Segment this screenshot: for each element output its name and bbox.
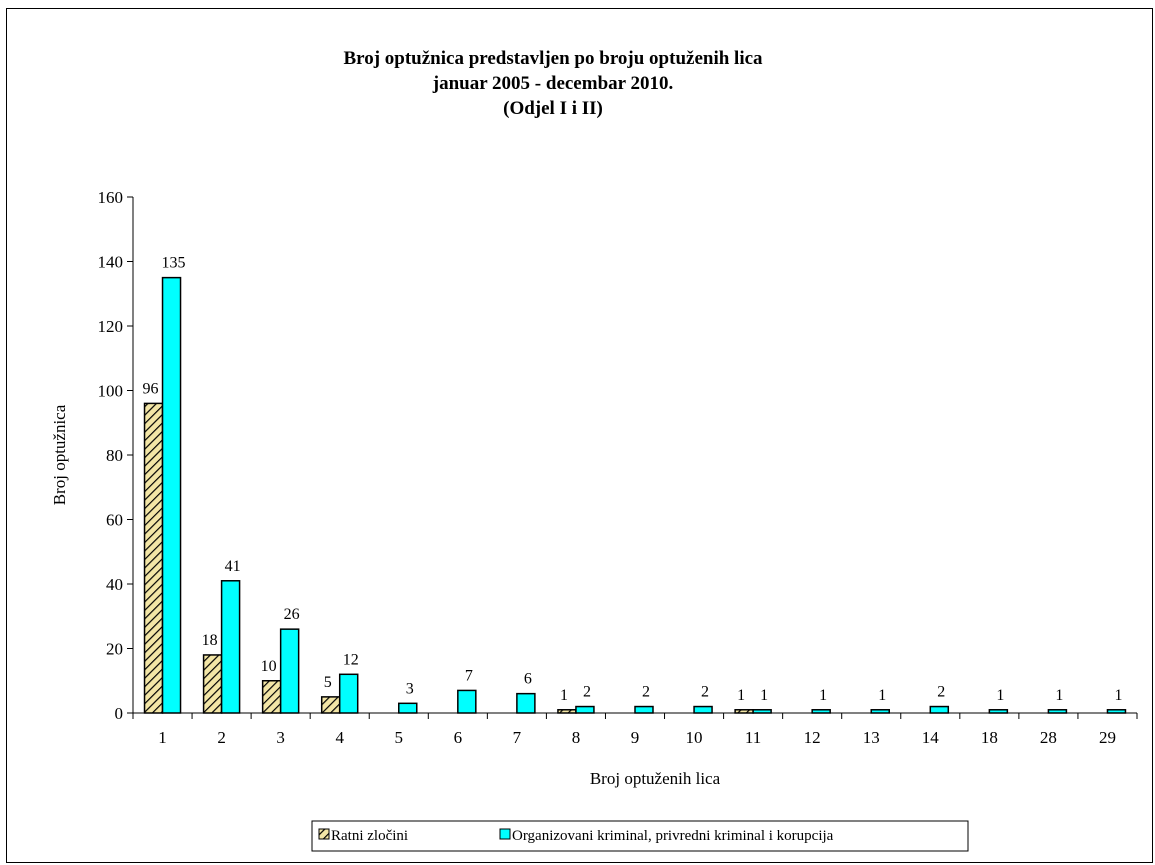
- x-tick-label: 28: [1040, 728, 1057, 747]
- y-tick-label: 20: [106, 640, 123, 659]
- data-label: 1: [1114, 687, 1122, 704]
- legend: Ratni zločini Organizovani kriminal, pri…: [311, 820, 969, 852]
- legend-swatch-ratni: [318, 828, 330, 840]
- data-label: 1: [760, 687, 768, 704]
- chart-title-line-1: Broj optužnica predstavljen po broju opt…: [343, 48, 763, 69]
- x-axis-ticks: 1 2 3 4 5 6 7 8 9 10 11 12 13 14 18 28 29: [132, 713, 1138, 747]
- bar-ratni-zlocini: [320, 696, 341, 714]
- bars: [143, 276, 1127, 714]
- x-tick-label: 6: [454, 728, 463, 747]
- x-tick-label: 13: [863, 728, 880, 747]
- data-label: 96: [143, 380, 159, 397]
- bar-organizovani-kriminal: [220, 580, 241, 714]
- x-tick-label: 18: [981, 728, 998, 747]
- x-tick-label: 3: [276, 728, 285, 747]
- data-label: 6: [524, 671, 532, 688]
- bar-ratni-zlocini: [261, 680, 282, 714]
- x-tick-label: 29: [1099, 728, 1116, 747]
- y-tick-label: 60: [106, 511, 123, 530]
- legend-box: [311, 820, 969, 852]
- chart: Broj optužnica predstavljen po broju opt…: [50, 48, 1138, 852]
- y-tick-label: 0: [115, 704, 124, 723]
- x-tick-label: 5: [395, 728, 404, 747]
- bar-ratni-zlocini: [202, 654, 223, 714]
- x-tick-label: 12: [804, 728, 821, 747]
- data-label: 1: [737, 687, 745, 704]
- x-tick-label: 4: [335, 728, 344, 747]
- data-label: 5: [324, 674, 332, 691]
- y-axis-ticks: 0 20 40 60 80 100 120 140 160: [98, 188, 133, 723]
- chart-title-line-3: (Odjel I i II): [503, 98, 603, 119]
- legend-label-ratni: Ratni zločini: [331, 828, 408, 844]
- chart-title: Broj optužnica predstavljen po broju opt…: [343, 48, 763, 119]
- data-label: 2: [937, 684, 945, 701]
- data-label: 1: [560, 687, 568, 704]
- bar-organizovani-kriminal: [575, 705, 595, 714]
- data-label: 7: [465, 667, 473, 684]
- y-tick-label: 80: [106, 446, 123, 465]
- data-label: 1: [878, 687, 886, 704]
- data-label: 135: [162, 255, 186, 272]
- data-label: 2: [701, 684, 709, 701]
- legend-swatch-organizovani: [499, 828, 511, 840]
- y-tick-label: 40: [106, 575, 123, 594]
- x-tick-label: 1: [158, 728, 167, 747]
- data-label: 18: [202, 632, 218, 649]
- bar-ratni-zlocini: [143, 402, 164, 714]
- data-label: 3: [406, 680, 414, 697]
- y-tick-label: 120: [98, 317, 124, 336]
- data-label: 2: [583, 684, 591, 701]
- chart-title-line-2: januar 2005 - decembar 2010.: [432, 73, 673, 94]
- data-label: 41: [225, 558, 241, 575]
- data-label: 1: [1055, 687, 1063, 704]
- x-tick-label: 14: [922, 728, 940, 747]
- x-tick-label: 2: [217, 728, 226, 747]
- y-tick-label: 100: [98, 382, 124, 401]
- bar-organizovani-kriminal: [634, 705, 654, 714]
- data-label: 1: [996, 687, 1004, 704]
- x-tick-label: 8: [572, 728, 581, 747]
- bar-organizovani-kriminal: [279, 628, 300, 714]
- data-label: 26: [284, 606, 300, 623]
- x-tick-label: 10: [686, 728, 703, 747]
- chart-frame: Broj optužnica predstavljen po broju opt…: [6, 8, 1153, 863]
- bar-organizovani-kriminal: [398, 702, 418, 714]
- x-tick-label: 7: [513, 728, 522, 747]
- bar-organizovani-kriminal: [161, 276, 182, 714]
- legend-label-organizovani: Organizovani kriminal, privredni krimina…: [512, 828, 834, 844]
- bar-organizovani-kriminal: [338, 673, 359, 714]
- data-label: 1: [819, 687, 827, 704]
- data-label: 2: [642, 684, 650, 701]
- bar-organizovani-kriminal: [516, 692, 536, 714]
- bar-organizovani-kriminal: [693, 705, 713, 714]
- y-axis-title: Broj optužnica: [50, 404, 69, 505]
- data-label: 10: [261, 658, 277, 675]
- x-tick-label: 9: [631, 728, 640, 747]
- x-axis-title: Broj optuženih lica: [590, 769, 721, 788]
- data-label: 12: [343, 651, 359, 668]
- bar-organizovani-kriminal: [929, 705, 950, 714]
- x-tick-label: 11: [745, 728, 761, 747]
- bar-organizovani-kriminal: [457, 689, 477, 714]
- y-tick-label: 160: [98, 188, 124, 207]
- y-tick-label: 140: [98, 253, 124, 272]
